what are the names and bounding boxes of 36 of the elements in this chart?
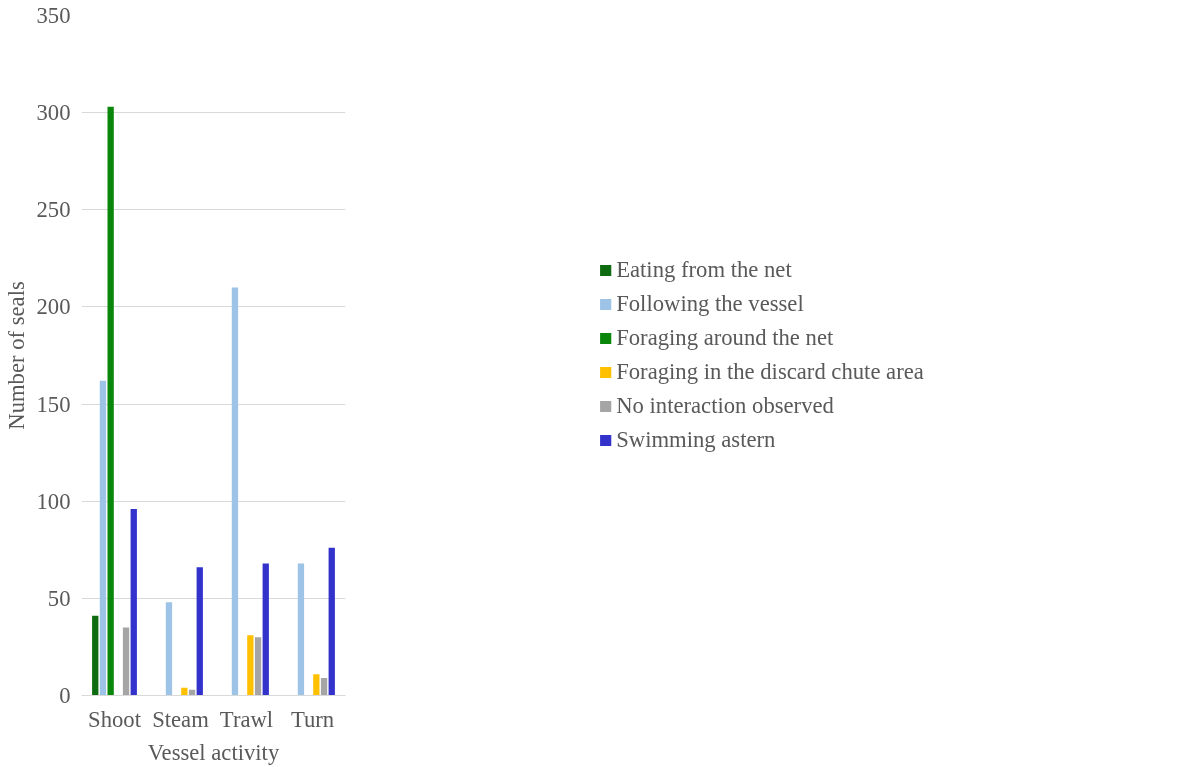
legend-label: Swimming astern	[616, 427, 776, 453]
legend-label: No interaction observed	[616, 393, 834, 419]
x-tick-label: Trawl	[219, 706, 274, 732]
bar	[320, 678, 328, 696]
x-tick-label: Shoot	[88, 706, 142, 732]
y-tick-label: 50	[47, 585, 71, 611]
x-tick-label: Turn	[290, 706, 335, 732]
y-tick-label: 150	[36, 391, 71, 417]
bar	[107, 106, 114, 696]
y-axis-title: Number of seals	[3, 281, 29, 430]
bar	[297, 563, 305, 696]
bar	[92, 615, 99, 696]
bar	[122, 627, 130, 696]
legend-label: Foraging around the net	[616, 325, 834, 351]
bar	[130, 508, 137, 696]
x-tick-label: Steam	[152, 706, 210, 732]
legend-label: Following the vessel	[616, 291, 804, 317]
bar	[254, 637, 262, 696]
bar	[165, 602, 173, 696]
bar	[181, 687, 188, 696]
x-axis-title: Vessel activity	[147, 739, 280, 765]
y-tick-label: 300	[36, 100, 71, 126]
y-tick-label: 200	[36, 294, 71, 320]
y-tick-label: 100	[36, 488, 71, 514]
bar	[262, 563, 269, 696]
bar	[196, 567, 203, 696]
bar	[247, 635, 254, 696]
y-tick-label: 0	[59, 683, 71, 708]
bar	[231, 287, 239, 696]
bar	[328, 547, 335, 696]
legend-label: Eating from the net	[616, 257, 792, 283]
bar	[313, 674, 320, 696]
y-tick-label: 250	[36, 197, 71, 223]
y-tick-label: 350	[36, 3, 71, 28]
bar	[99, 380, 107, 696]
legend-label: Foraging in the discard chute area	[616, 359, 924, 385]
